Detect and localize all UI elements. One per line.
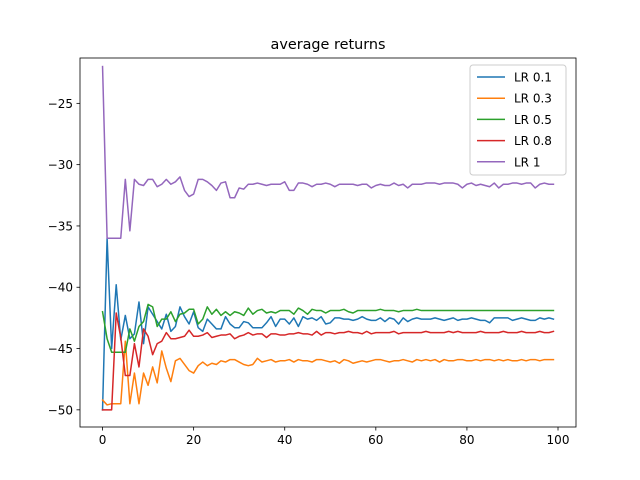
x-tick-label: 80 <box>459 433 474 447</box>
legend-label-lr-1: LR 1 <box>514 155 540 169</box>
legend-box <box>469 64 567 176</box>
legend-label-lr-0-5: LR 0.5 <box>514 113 552 127</box>
series-line-lr-1 <box>101 65 555 239</box>
legend: LR 0.1 LR 0.3 LR 0.5 LR 0.8 LR 1 <box>469 64 567 176</box>
y-tick-label: −25 <box>48 97 73 111</box>
chart-title: average returns <box>271 37 386 53</box>
y-axis: −50 −45 −40 −35 −30 −25 <box>48 97 80 417</box>
x-tick-label: 100 <box>547 433 570 447</box>
y-tick-label: −50 <box>48 403 73 417</box>
y-tick-label: −30 <box>48 158 73 172</box>
series-line-lr-0-5 <box>101 303 555 353</box>
x-tick-label: 40 <box>277 433 292 447</box>
x-tick-label: 0 <box>99 433 107 447</box>
series-line-lr-0-8 <box>101 312 555 411</box>
series-line-lr-0-3 <box>101 340 555 406</box>
legend-label-lr-0-3: LR 0.3 <box>514 92 552 106</box>
plot-area-border <box>79 57 577 428</box>
legend-label-lr-0-1: LR 0.1 <box>514 71 552 85</box>
y-tick-label: −45 <box>48 342 73 356</box>
x-tick-label: 60 <box>368 433 383 447</box>
x-axis: 0 20 40 60 80 100 <box>99 427 570 447</box>
y-tick-label: −40 <box>48 281 73 295</box>
x-tick-label: 20 <box>186 433 201 447</box>
y-tick-label: −35 <box>48 219 73 233</box>
series-lines <box>101 65 555 411</box>
legend-label-lr-0-8: LR 0.8 <box>514 134 552 148</box>
axes-frame <box>79 57 577 428</box>
